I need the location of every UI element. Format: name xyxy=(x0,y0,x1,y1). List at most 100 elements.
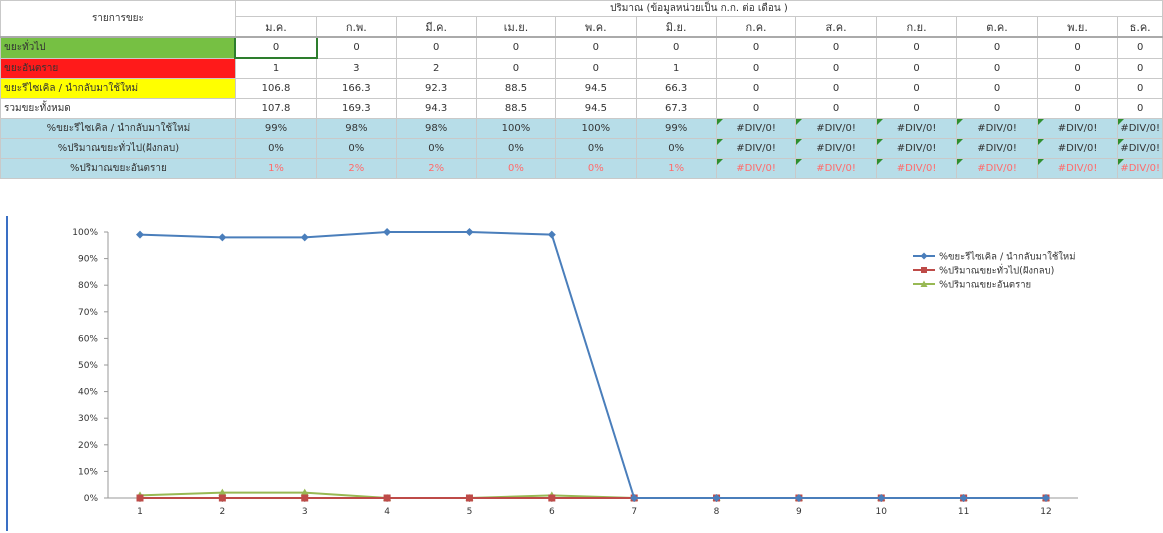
table-cell[interactable]: 0 xyxy=(316,36,397,59)
row-label[interactable]: %ปริมาณขยะทั่วไป(ฝังกลบ) xyxy=(0,138,236,159)
table-cell[interactable]: 0 xyxy=(1117,78,1163,99)
table-cell[interactable]: 0 xyxy=(795,36,877,59)
month-header-8[interactable]: ส.ค. xyxy=(795,16,877,38)
table-cell[interactable]: 169.3 xyxy=(316,98,397,119)
table-cell[interactable]: 0 xyxy=(555,57,637,79)
table-cell[interactable]: 0 xyxy=(1036,36,1119,59)
table-cell[interactable]: 94.3 xyxy=(395,98,477,119)
row-label[interactable]: ขยะทั่วไป xyxy=(0,36,236,59)
table-cell[interactable]: 0 xyxy=(715,36,797,59)
item-column-header[interactable]: รายการขยะ xyxy=(0,0,236,38)
table-cell[interactable]: 94.5 xyxy=(555,98,637,119)
table-cell[interactable]: 0 xyxy=(635,36,717,59)
table-cell[interactable]: 99% xyxy=(635,118,717,139)
table-cell[interactable]: 67.3 xyxy=(635,98,717,119)
table-cell[interactable]: #DIV/0! xyxy=(715,118,797,139)
table-cell[interactable]: 0 xyxy=(956,98,1038,119)
table-cell[interactable]: 0 xyxy=(1036,78,1119,99)
month-header-10[interactable]: ต.ค. xyxy=(956,16,1038,38)
table-cell[interactable]: 100% xyxy=(475,118,557,139)
table-cell[interactable]: 0 xyxy=(715,57,797,79)
table-cell[interactable]: 98% xyxy=(395,118,477,139)
table-cell[interactable]: #DIV/0! xyxy=(715,158,797,179)
month-header-3[interactable]: มี.ค. xyxy=(395,16,477,38)
table-cell[interactable]: 166.3 xyxy=(316,78,397,99)
table-cell[interactable]: 0 xyxy=(956,78,1038,99)
table-cell[interactable]: 0 xyxy=(234,36,318,59)
row-label[interactable]: %ปริมาณขยะอันตราย xyxy=(0,158,236,179)
table-cell[interactable]: 0 xyxy=(715,78,797,99)
month-header-6[interactable]: มิ.ย. xyxy=(635,16,717,38)
table-cell[interactable]: 0 xyxy=(475,57,557,79)
month-header-11[interactable]: พ.ย. xyxy=(1036,16,1119,38)
table-cell[interactable]: 1% xyxy=(635,158,717,179)
month-header-4[interactable]: เม.ย. xyxy=(475,16,557,38)
table-cell[interactable]: #DIV/0! xyxy=(956,138,1038,159)
month-header-7[interactable]: ก.ค. xyxy=(715,16,797,38)
table-cell[interactable]: 0% xyxy=(475,158,557,179)
table-cell[interactable]: 98% xyxy=(316,118,397,139)
table-cell[interactable]: #DIV/0! xyxy=(1036,158,1119,179)
table-cell[interactable]: 0 xyxy=(875,98,958,119)
table-cell[interactable]: 0% xyxy=(316,138,397,159)
table-cell[interactable]: 0 xyxy=(875,78,958,99)
table-cell[interactable]: 92.3 xyxy=(395,78,477,99)
table-cell[interactable]: #DIV/0! xyxy=(1117,118,1163,139)
table-cell[interactable]: 0 xyxy=(395,36,477,59)
table-cell[interactable]: #DIV/0! xyxy=(956,118,1038,139)
table-cell[interactable]: 94.5 xyxy=(555,78,637,99)
table-cell[interactable]: 66.3 xyxy=(635,78,717,99)
table-cell[interactable]: #DIV/0! xyxy=(715,138,797,159)
row-label[interactable]: รวมขยะทั้งหมด xyxy=(0,98,236,119)
table-cell[interactable]: 0 xyxy=(1117,98,1163,119)
month-header-1[interactable]: ม.ค. xyxy=(234,16,318,38)
table-cell[interactable]: #DIV/0! xyxy=(1117,158,1163,179)
table-cell[interactable]: 0 xyxy=(1117,36,1163,59)
table-cell[interactable]: 2% xyxy=(395,158,477,179)
month-header-2[interactable]: ก.พ. xyxy=(316,16,397,38)
table-cell[interactable]: 0 xyxy=(956,57,1038,79)
table-cell[interactable]: 0% xyxy=(395,138,477,159)
table-cell[interactable]: 0 xyxy=(1036,98,1119,119)
table-cell[interactable]: 0 xyxy=(715,98,797,119)
table-cell[interactable]: 107.8 xyxy=(234,98,318,119)
row-label[interactable]: ขยะอันตราย xyxy=(0,57,236,79)
table-cell[interactable]: #DIV/0! xyxy=(1036,118,1119,139)
row-label[interactable]: ขยะรีไซเคิล / นำกลับมาใช้ใหม่ xyxy=(0,78,236,99)
table-cell[interactable]: 0 xyxy=(795,57,877,79)
table-cell[interactable]: 88.5 xyxy=(475,78,557,99)
table-cell[interactable]: 1 xyxy=(234,57,318,79)
table-cell[interactable]: 0 xyxy=(875,57,958,79)
table-cell[interactable]: 0% xyxy=(555,158,637,179)
table-cell[interactable]: 0 xyxy=(795,78,877,99)
month-header-12[interactable]: ธ.ค. xyxy=(1117,16,1163,38)
table-cell[interactable]: 0% xyxy=(475,138,557,159)
table-cell[interactable]: 0 xyxy=(875,36,958,59)
row-label[interactable]: %ขยะรีไซเคิล / นำกลับมาใช้ใหม่ xyxy=(0,118,236,139)
table-cell[interactable]: #DIV/0! xyxy=(795,138,877,159)
table-cell[interactable]: #DIV/0! xyxy=(875,138,958,159)
table-cell[interactable]: #DIV/0! xyxy=(795,158,877,179)
table-cell[interactable]: 0 xyxy=(795,98,877,119)
table-cell[interactable]: 106.8 xyxy=(234,78,318,99)
month-header-5[interactable]: พ.ค. xyxy=(555,16,637,38)
table-cell[interactable]: 99% xyxy=(234,118,318,139)
table-cell[interactable]: 0 xyxy=(956,36,1038,59)
month-header-9[interactable]: ก.ย. xyxy=(875,16,958,38)
table-cell[interactable]: 0 xyxy=(1036,57,1119,79)
table-cell[interactable]: 0% xyxy=(234,138,318,159)
table-cell[interactable]: 0% xyxy=(555,138,637,159)
table-cell[interactable]: 88.5 xyxy=(475,98,557,119)
table-cell[interactable]: #DIV/0! xyxy=(956,158,1038,179)
table-cell[interactable]: #DIV/0! xyxy=(875,118,958,139)
table-cell[interactable]: #DIV/0! xyxy=(1117,138,1163,159)
table-cell[interactable]: 0 xyxy=(475,36,557,59)
table-cell[interactable]: #DIV/0! xyxy=(795,118,877,139)
table-cell[interactable]: #DIV/0! xyxy=(875,158,958,179)
table-cell[interactable]: 2 xyxy=(395,57,477,79)
quantity-group-header[interactable]: ปริมาณ (ข้อมูลหน่วยเป็น ก.ก. ต่อ เดือน ) xyxy=(234,0,1163,17)
table-cell[interactable]: 3 xyxy=(316,57,397,79)
table-cell[interactable]: 0 xyxy=(1117,57,1163,79)
table-cell[interactable]: 1% xyxy=(234,158,318,179)
table-cell[interactable]: 0 xyxy=(555,36,637,59)
